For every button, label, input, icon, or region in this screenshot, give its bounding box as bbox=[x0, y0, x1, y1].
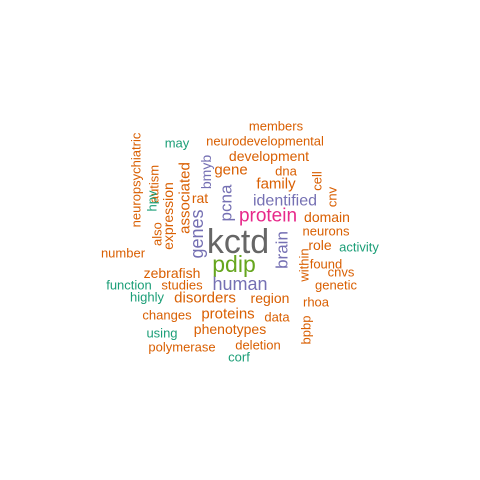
word-role: role bbox=[308, 237, 332, 253]
word-also: also bbox=[150, 222, 165, 246]
word-domain: domain bbox=[304, 209, 350, 225]
word-polymerase: polymerase bbox=[148, 340, 215, 355]
word-phenotypes: phenotypes bbox=[194, 321, 266, 337]
word-development: development bbox=[229, 148, 309, 164]
word-genes: genes bbox=[187, 209, 207, 258]
word-neurons: neurons bbox=[303, 224, 350, 239]
word-disorders: disorders bbox=[174, 290, 236, 307]
word-human: human bbox=[212, 274, 267, 294]
word-proteins: proteins bbox=[201, 306, 254, 323]
word-cnv: cnv bbox=[325, 186, 340, 207]
word-highly: highly bbox=[130, 290, 164, 305]
word-dna: dna bbox=[275, 164, 297, 179]
word-members: members bbox=[249, 119, 304, 134]
word-region: region bbox=[251, 290, 290, 306]
word-deletion: deletion bbox=[235, 338, 281, 353]
word-pcna: pcna bbox=[217, 184, 236, 221]
word-family: family bbox=[256, 176, 296, 193]
word-brain: brain bbox=[273, 231, 292, 269]
word-gene: gene bbox=[214, 162, 247, 179]
word-kctd: kctd bbox=[207, 223, 269, 261]
word-hpv: hpv bbox=[145, 190, 160, 211]
word-found: found bbox=[310, 257, 343, 272]
word-data: data bbox=[264, 310, 290, 325]
word-number: number bbox=[101, 246, 146, 261]
word-protein: protein bbox=[239, 206, 297, 227]
word-using: using bbox=[146, 326, 177, 341]
word-associated: associated bbox=[177, 162, 194, 234]
word-rhoa: rhoa bbox=[303, 295, 330, 310]
word-within: within bbox=[297, 248, 312, 282]
word-autism: autism bbox=[147, 165, 162, 203]
word-pdip: pdip bbox=[212, 251, 255, 277]
word-cnvs: cnvs bbox=[328, 265, 355, 280]
word-identified: identified bbox=[253, 193, 317, 210]
word-genetic: genetic bbox=[315, 278, 357, 293]
word-activity: activity bbox=[339, 240, 379, 255]
word-expression: expression bbox=[160, 182, 176, 250]
word-neurodevelopmental: neurodevelopmental bbox=[206, 134, 324, 149]
word-cell: cell bbox=[310, 171, 325, 191]
word-corf: corf bbox=[228, 350, 250, 365]
word-function: function bbox=[106, 278, 152, 293]
word-bmyb: bmyb bbox=[198, 155, 214, 189]
word-studies: studies bbox=[161, 278, 203, 293]
word-neuropsychiatric: neuropsychiatric bbox=[129, 132, 144, 227]
word-bpbp: bpbp bbox=[299, 316, 314, 345]
word-rat: rat bbox=[192, 190, 208, 206]
word-may: may bbox=[165, 136, 190, 151]
word-zebrafish: zebrafish bbox=[144, 265, 201, 281]
word-changes: changes bbox=[142, 308, 192, 323]
